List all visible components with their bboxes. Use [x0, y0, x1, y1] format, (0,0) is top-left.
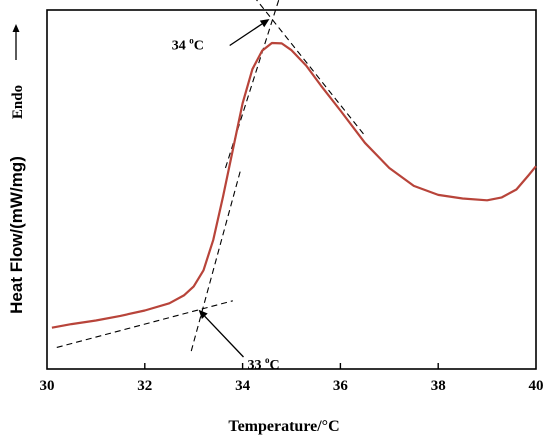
- tangent-line: [56, 300, 233, 348]
- x-axis-ticks: 30 32 34 36 38 40: [40, 363, 544, 394]
- x-tick-label: 30: [40, 378, 55, 394]
- series-line: [51, 41, 537, 329]
- annotation-onset-arrow-line: [204, 315, 244, 358]
- x-tick-label: 38: [431, 378, 446, 394]
- endo-label: Endo: [10, 85, 26, 119]
- plot-area: [46, 9, 537, 370]
- x-tick-label: 32: [137, 378, 152, 394]
- tangent-line: [255, 0, 366, 136]
- y-axis-title: Heat Flow/(mW/mg): [7, 156, 26, 314]
- annotation-onset-label: 33 oC: [247, 355, 279, 373]
- annotation-peak-arrow-line: [229, 23, 263, 47]
- tangent-line: [190, 171, 241, 352]
- annotation-peak-arrowhead-icon: [259, 18, 270, 28]
- endo-arrow-icon: [12, 24, 20, 60]
- annotation-onset-arrowhead-icon: [198, 309, 208, 320]
- annotations: 33 oC 34 oC: [172, 18, 280, 373]
- x-axis-title: Temperature/°C: [228, 418, 339, 435]
- series-group: [51, 41, 537, 329]
- x-tick-label: 34: [235, 378, 251, 394]
- x-tick-label: 36: [333, 378, 349, 394]
- annotation-peak-label: 34 oC: [172, 35, 204, 53]
- x-tick-label: 40: [529, 378, 544, 394]
- tangent-lines: [56, 0, 366, 352]
- plot-frame: [46, 9, 537, 370]
